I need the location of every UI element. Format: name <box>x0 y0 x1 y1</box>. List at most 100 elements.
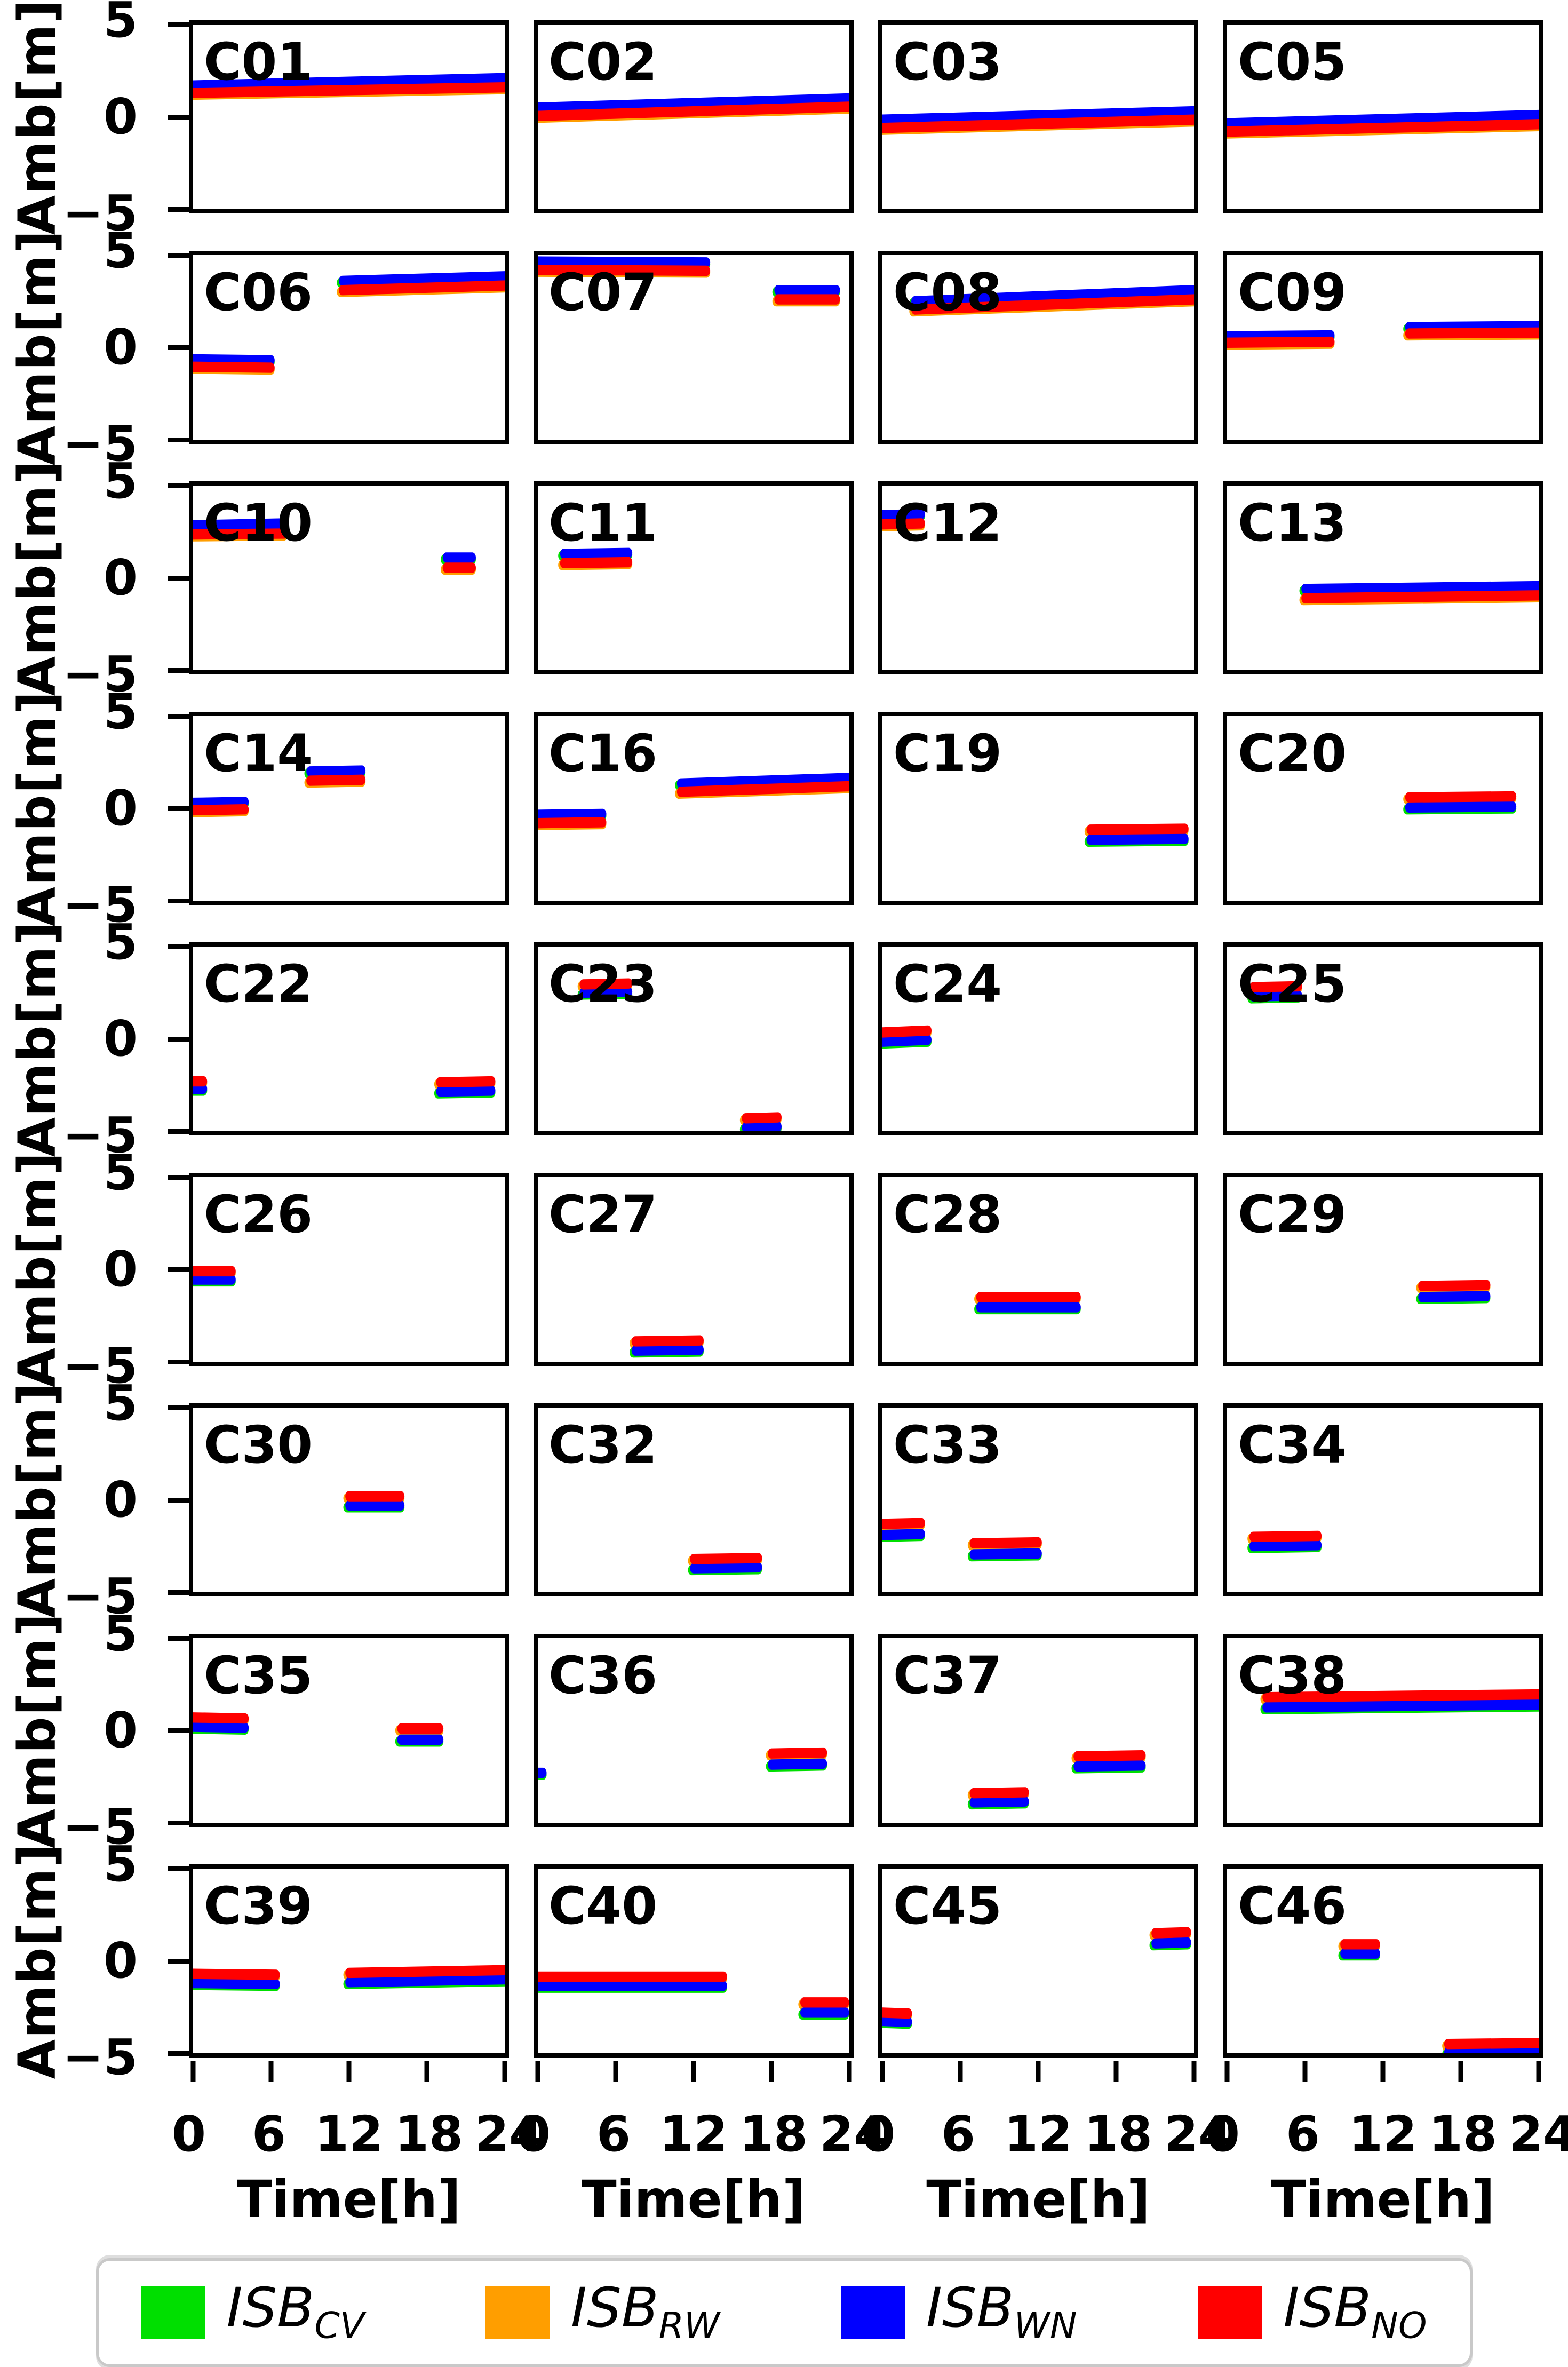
legend-item-isb-wn: ISBWN <box>840 2281 1077 2344</box>
x-tick-mark <box>958 2061 963 2082</box>
subplot-title: C10 <box>204 493 313 553</box>
x-tick-mark <box>691 2061 696 2082</box>
x-tick-mark <box>1113 2061 1119 2082</box>
y-axis-gutter: Amb[m] 5 0 −5 <box>7 1144 138 1394</box>
subplot-grid: Amb[m] 5 0 −5 C01 C02 C03 C05 Amb[m] 5 0 −5 C06 C07 C0… <box>7 0 1568 2229</box>
x-tick-mark <box>613 2061 618 2082</box>
x-tick-mark <box>847 2061 852 2082</box>
subplot-C33: C33 <box>878 1403 1198 1596</box>
subplot-plot-area-C11 <box>558 547 633 570</box>
subplot-title: C06 <box>204 263 313 322</box>
x-tick-label: 24 <box>1164 2106 1233 2163</box>
subplot-title: C34 <box>1238 1415 1347 1475</box>
subplot-plot-area-C23 <box>577 978 782 1131</box>
subplot-plot-area-C32 <box>688 1553 762 1576</box>
subplot-title: C29 <box>1238 1185 1347 1244</box>
legend-item-isb-no: ISBNO <box>1198 2281 1427 2344</box>
subplot-plot-area-C25 <box>1247 981 1302 1004</box>
subplot-plot-area-C01 <box>193 73 505 100</box>
x-axis-label: Time[h] <box>237 2170 461 2229</box>
y-tick-mark <box>168 899 189 903</box>
subplot-title: C38 <box>1238 1646 1347 1705</box>
x-tick-mark <box>190 2061 196 2082</box>
subplot-title: C08 <box>893 263 1002 322</box>
y-axis-label: Amb[m] <box>7 1612 67 1849</box>
subplot-title: C37 <box>893 1646 1002 1705</box>
x-tick-mark <box>1191 2061 1197 2082</box>
subplot-title: C19 <box>893 724 1002 783</box>
subplot-C11: C11 <box>534 481 854 674</box>
subplot-plot-area-C39 <box>193 1965 505 1991</box>
subplot-C40: C40 <box>534 1864 854 2082</box>
y-tick-mark <box>168 207 189 212</box>
y-axis-label: Amb[m] <box>7 459 67 696</box>
subplot-C28: C28 <box>878 1173 1198 1366</box>
subplot-C05: C05 <box>1223 20 1543 213</box>
subplot-title: C32 <box>548 1415 658 1475</box>
y-tick-mark <box>168 1636 189 1641</box>
legend-item-isb-rw: ISBRW <box>485 2281 720 2344</box>
y-axis-label: Amb[m] <box>7 229 67 466</box>
x-tick-mark <box>1036 2061 1041 2082</box>
subplot-C24: C24 <box>878 942 1198 1135</box>
subplot-C39: C39 <box>168 1864 509 2082</box>
subplot-C46: C46 <box>1223 1864 1543 2082</box>
x-tick-label: 18 <box>739 2106 808 2163</box>
legend-label-isb-no: ISBNO <box>1283 2281 1427 2344</box>
subplot-title: C40 <box>548 1876 658 1936</box>
x-tick-mark <box>1536 2061 1541 2082</box>
legend-label-isb-wn: ISBWN <box>926 2281 1077 2344</box>
y-tick-mark <box>168 253 189 258</box>
subplot-C01: C01 <box>168 20 509 213</box>
subplot-title: C45 <box>893 1876 1002 1936</box>
y-tick-mark <box>168 1498 189 1503</box>
subplot-title: C02 <box>548 32 658 92</box>
subplot-plot-area-C22 <box>193 1076 496 1099</box>
legend-text: ISB <box>1283 2276 1372 2340</box>
subplot-C32: C32 <box>534 1403 854 1596</box>
x-tick-label: 6 <box>1285 2106 1320 2163</box>
x-tick-mark <box>424 2061 429 2082</box>
subplot-C23: C23 <box>534 942 854 1135</box>
subplot-plot-area-C26 <box>193 1266 236 1287</box>
x-axis-label: Time[h] <box>926 2170 1150 2229</box>
subplot-plot-area-C05 <box>1227 109 1539 139</box>
y-axis-gutter: Amb[m] 5 0 −5 <box>7 683 138 933</box>
legend-text: ISB <box>926 2276 1014 2340</box>
y-axis-label: Amb[m] <box>7 690 67 927</box>
subplot-plot-area-C45 <box>882 1927 1191 2029</box>
subplot-plot-area-C19 <box>1084 823 1189 847</box>
subplot-plot-area-C27 <box>630 1335 704 1358</box>
x-tick-mark <box>1380 2061 1386 2082</box>
x-tick-label: 18 <box>394 2106 464 2163</box>
subplot-title: C13 <box>1238 493 1347 553</box>
y-tick-mark <box>168 345 189 350</box>
subplot-C34: C34 <box>1223 1403 1543 1596</box>
subplot-title: C27 <box>548 1185 658 1244</box>
x-tick-label: 18 <box>1084 2106 1153 2163</box>
subplot-title: C07 <box>548 263 658 322</box>
legend-subscript: RW <box>658 2305 720 2347</box>
legend-subscript: CV <box>314 2305 365 2347</box>
y-tick-mark <box>168 1037 189 1042</box>
subplot-plot-area-C38 <box>1260 1689 1539 1714</box>
subplot-C02: C02 <box>534 20 854 213</box>
subplot-plot-area-C29 <box>1416 1280 1491 1305</box>
subplot-C14: C14 <box>168 712 509 905</box>
y-axis-label: Amb[m] <box>7 1842 67 2079</box>
y-tick-mark <box>168 22 189 27</box>
x-tick-mark <box>502 2061 507 2082</box>
subplot-title: C14 <box>204 724 313 783</box>
subplot-plot-area-C40 <box>538 1971 849 2020</box>
subplot-plot-area-C33 <box>882 1518 1042 1562</box>
y-axis-gutter: Amb[m] 5 0 −5 <box>7 452 138 703</box>
x-tick-label: 0 <box>516 2106 551 2163</box>
subplot-title: C46 <box>1238 1876 1347 1936</box>
subplot-plot-area-C03 <box>882 106 1194 135</box>
legend-label-isb-rw: ISBRW <box>571 2281 720 2344</box>
x-tick-label: 0 <box>861 2106 896 2163</box>
subplot-plot-area-C08 <box>909 285 1194 317</box>
x-tick-mark <box>1458 2061 1463 2082</box>
y-tick-mark <box>168 1728 189 1733</box>
legend: ISBCV ISBRW ISBWN ISBNO <box>95 2258 1473 2367</box>
